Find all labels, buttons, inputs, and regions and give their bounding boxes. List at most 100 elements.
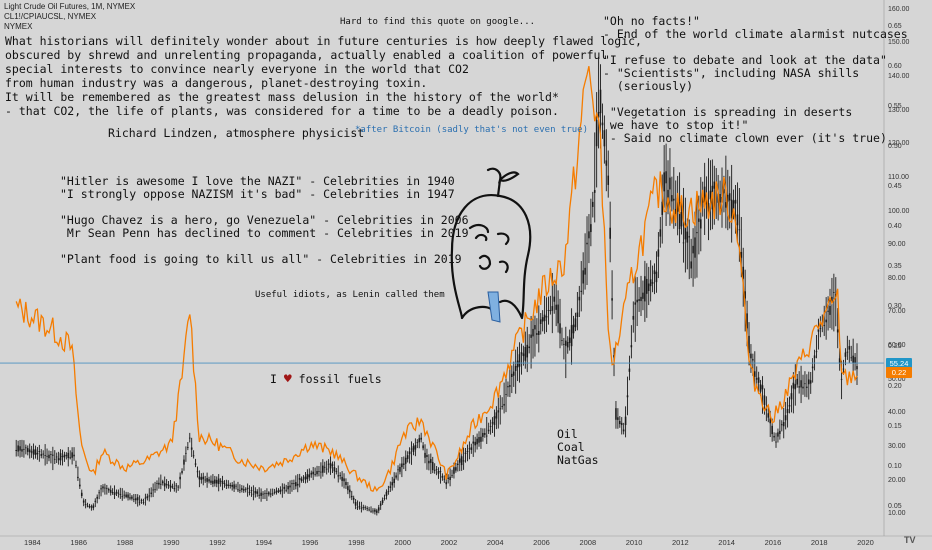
candle-body [574,318,577,328]
candle-body [782,422,785,427]
candle-body [277,490,280,492]
candle-body [809,380,812,384]
candle-body [312,471,314,475]
celeb-line: "Hitler is awesome I love the NAZI" - Ce… [60,174,455,188]
header-ratio-symbol: CL1!/CPIAUCSL, NYMEX [4,12,97,21]
candle-body [310,472,313,475]
candle-body [214,479,216,484]
candle-body [576,312,579,318]
price-tick-label: 40.00 [888,409,906,417]
candle-body [57,458,60,461]
candle-body [73,454,75,457]
candle-body [455,467,457,471]
candle-body [158,482,160,485]
candle-body [584,267,586,275]
right-quote-line: "Vegetation is spreading in deserts [603,105,853,119]
candle-body [318,470,320,472]
candle-body [412,446,415,452]
candle-body [269,493,272,495]
candle-body [757,377,760,383]
candle-body [701,193,704,203]
candle-body [119,494,122,495]
candle-body [404,457,407,464]
candle-body [246,487,249,490]
right-quotes: "Oh no facts!" - End of the world climate… [603,15,908,145]
candle-body [352,497,355,500]
candle-body [146,496,149,499]
candle-body [827,310,829,312]
candle-body [723,189,725,194]
candle-body [148,495,151,497]
candle-body [331,464,334,466]
right-quote-line: we have to stop it!" [603,118,749,132]
candle-body [399,466,401,472]
ratio-tick-label: 0.15 [888,423,902,430]
candle-body [846,351,849,353]
candle-body [557,304,559,324]
candle-body [350,495,353,498]
candle-body [512,371,515,376]
candle-body [50,454,52,455]
candle-body [528,346,530,349]
candle-body [181,471,183,473]
candle-body [44,455,46,456]
candle-body [381,499,384,503]
candle-body [244,489,247,491]
candle-body [682,242,685,244]
candle-body [807,379,810,385]
time-tick-label: 2020 [857,538,874,547]
candle-body [374,509,376,512]
candle-body [437,471,440,474]
candle-body [395,475,397,478]
candle-body [472,441,475,444]
candle-body [129,497,131,499]
candle-body [194,463,197,465]
candle-body [268,492,270,495]
candle-body [638,299,640,301]
candle-body [163,483,166,487]
candle-body [622,429,625,432]
candle-body [800,380,802,388]
candle-body [219,480,222,482]
candle-body [104,487,106,489]
candle-body [165,484,168,486]
candle-body [337,475,340,477]
candle-body [92,505,95,509]
candle-body [856,366,858,370]
time-tick-label: 1996 [301,538,319,547]
candle-body [665,171,667,184]
quote-line: What historians will definitely wonder a… [5,34,642,48]
candle-body [836,329,839,333]
time-tick-label: 1986 [70,538,88,547]
candle-body [254,490,257,494]
candle-body [636,299,638,303]
candle-body [811,366,814,369]
time-tick-label: 2008 [579,538,597,547]
fossil-post: fossil fuels [298,372,382,386]
candle-body [514,365,517,371]
candle-body [798,386,800,388]
candle-body [464,452,467,454]
candle-body [121,496,124,498]
candle-body [235,485,237,487]
candle-body [329,462,332,469]
candle-body [578,296,581,301]
candle-body [296,483,299,486]
candle-body [358,506,361,508]
candle-body [133,498,135,500]
candle-body [730,199,733,219]
candle-body [364,507,367,509]
candle-body [565,340,567,346]
candle-body [725,202,727,208]
candle-body [582,270,584,284]
candle-body [188,437,191,439]
candle-body [790,393,793,400]
candle-body [75,465,77,467]
candle-body [82,500,85,503]
candle-body [320,471,322,473]
ratio-tick-label: 0.65 [888,23,902,30]
candle-body [624,416,627,426]
candle-body [379,503,382,506]
candle-body [140,499,143,501]
